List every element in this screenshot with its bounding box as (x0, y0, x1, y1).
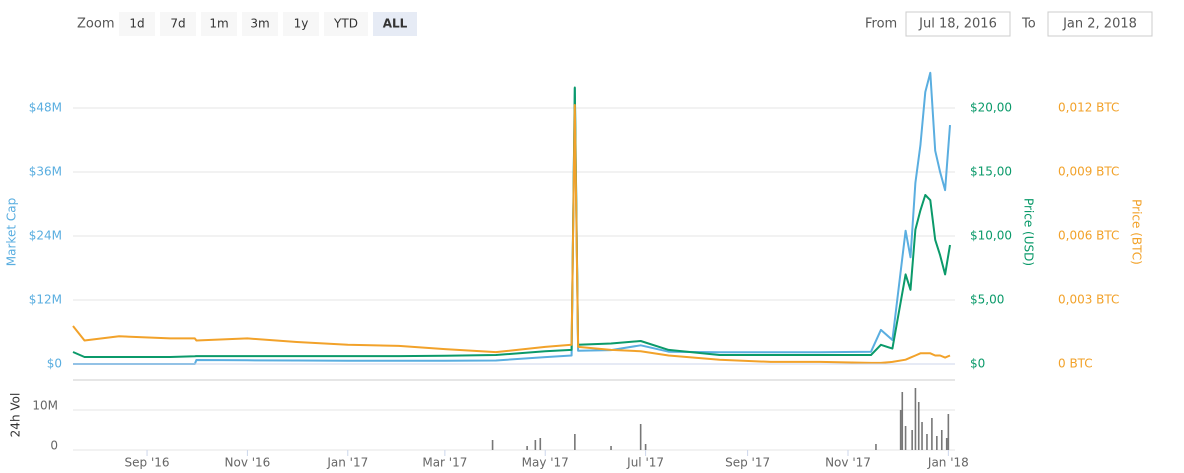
volume-bar (940, 430, 943, 450)
volume-bar (945, 438, 948, 450)
volume-bar (526, 446, 528, 450)
x-tick-label: Jan '18 (927, 456, 969, 470)
volume-bar (947, 414, 950, 450)
zoom-button-label: 3m (250, 17, 269, 31)
x-tick-label: Jul '17 (626, 456, 664, 470)
volume-bar (936, 436, 938, 450)
volume-bar (534, 440, 537, 450)
axis-title: Market Cap (5, 198, 19, 266)
volume-bar (917, 402, 920, 450)
zoom-button-label: YTD (333, 17, 358, 31)
x-tick-label: May '17 (522, 456, 569, 470)
volume-bar (931, 418, 933, 450)
from-value: Jul 18, 2016 (918, 17, 997, 32)
zoom-button[interactable] (324, 12, 368, 36)
volume-bar (914, 388, 917, 450)
y-tick-label: $10,00 (970, 229, 1012, 243)
volume-bar (904, 426, 907, 450)
x-tick-label: Sep '16 (125, 456, 170, 470)
y-tick-label: $12M (29, 293, 62, 307)
series-line (72, 104, 951, 364)
y-tick-label: $5,00 (970, 293, 1004, 307)
y-tick-label: 0,012 BTC (1058, 101, 1119, 115)
zoom-button-label: 1d (129, 17, 144, 31)
series-line (73, 71, 951, 365)
y-tick-label: 0,003 BTC (1058, 293, 1119, 307)
volume-bar (921, 422, 923, 450)
zoom-button[interactable] (119, 12, 155, 36)
volume-bar (491, 440, 494, 450)
x-tick-label: Mar '17 (422, 456, 467, 470)
x-tick-label: Sep '17 (725, 456, 770, 470)
y-tick-label: 0 BTC (1058, 357, 1093, 371)
from-label: From (865, 17, 897, 32)
y-tick-label: 0,009 BTC (1058, 165, 1119, 179)
zoom-button[interactable] (201, 12, 237, 36)
y-tick-label: $0 (970, 357, 985, 371)
y-tick-label: 0 (50, 439, 58, 453)
to-input[interactable] (1047, 11, 1153, 37)
y-tick-label: $48M (29, 101, 62, 115)
axis-title: Price (USD) (1022, 198, 1036, 266)
zoom-button-label: ALL (383, 17, 408, 31)
zoom-label: Zoom (77, 17, 114, 32)
zoom-button-label: 7d (170, 17, 185, 31)
zoom-button[interactable] (160, 12, 196, 36)
x-tick-label: Jan '17 (326, 456, 368, 470)
zoom-button[interactable] (373, 12, 417, 36)
volume-bar (875, 444, 877, 450)
volume-bar (539, 438, 542, 450)
y-tick-label: $15,00 (970, 165, 1012, 179)
volume-bar (639, 424, 642, 450)
zoom-button-label: 1y (294, 17, 309, 31)
zoom-button-label: 1m (209, 17, 228, 31)
volume-bar (899, 410, 902, 450)
y-tick-label: $0 (47, 357, 62, 371)
volume-bar (926, 434, 928, 450)
y-tick-label: $24M (29, 229, 62, 243)
zoom-button[interactable] (283, 12, 319, 36)
volume-bar (574, 434, 576, 450)
volume-bar (610, 446, 612, 450)
y-tick-label: 10M (32, 399, 58, 413)
series-line (72, 86, 951, 358)
to-label: To (1021, 17, 1036, 32)
zoom-button[interactable] (242, 12, 278, 36)
y-tick-label: 0,006 BTC (1058, 229, 1119, 243)
to-value: Jan 2, 2018 (1062, 17, 1137, 32)
volume-bar (901, 392, 904, 450)
from-input[interactable] (905, 11, 1011, 37)
y-tick-label: $20,00 (970, 101, 1012, 115)
x-tick-label: Nov '17 (825, 456, 871, 470)
y-tick-label: $36M (29, 165, 62, 179)
x-tick-label: Nov '16 (225, 456, 271, 470)
volume-bar (911, 430, 913, 450)
axis-title: Price (BTC) (1130, 199, 1144, 265)
axis-title: 24h Vol (9, 393, 23, 438)
volume-bar (644, 444, 647, 450)
